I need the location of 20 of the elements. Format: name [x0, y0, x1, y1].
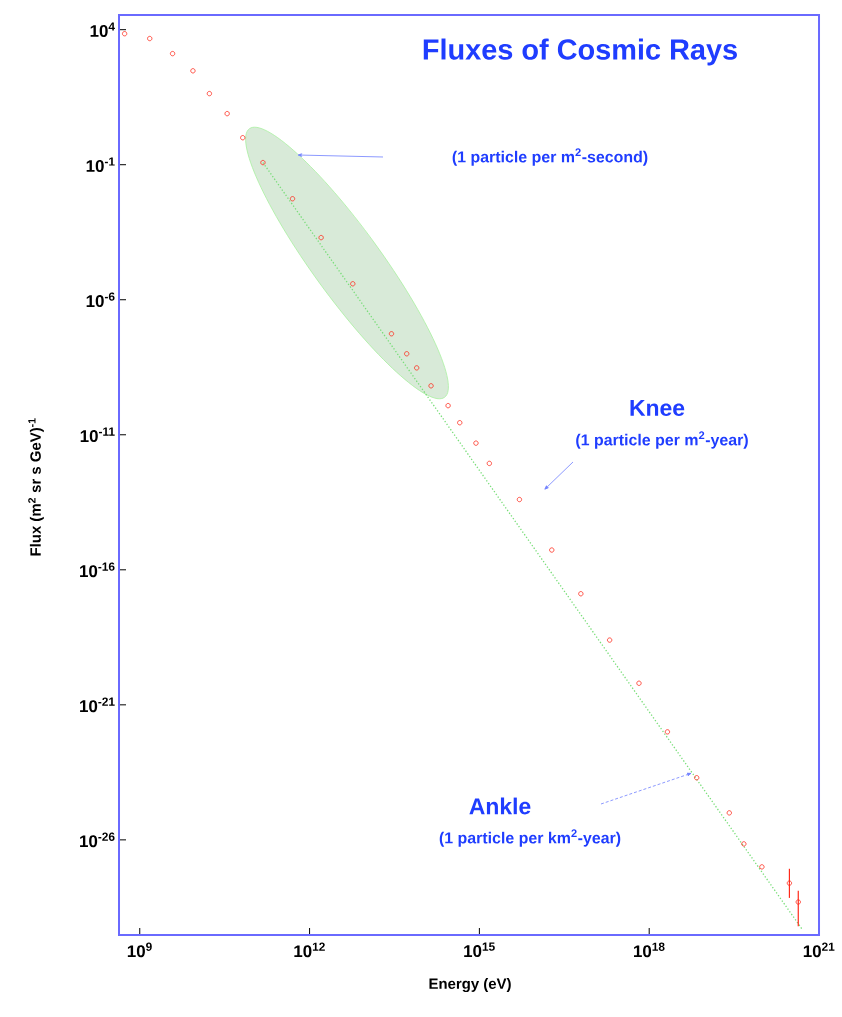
y-tick-label: 10$^{-26}$	[80, 832, 115, 848]
y-tick-label: 10$^{4}$	[90, 22, 115, 37]
annotation: Ankle	[469, 797, 531, 815]
y-tick-label: 10$^{-16}$	[80, 562, 115, 578]
x-tick-label: 10$^{9}$	[127, 942, 152, 958]
annotation: (1 particle per m$^{2}$-year)	[576, 431, 748, 449]
x-tick-label: 10$^{21}$	[803, 942, 835, 958]
annotation: (1 particle per m$^{2}$-second)	[452, 148, 648, 166]
y-tick-label: 10$^{-11}$	[80, 427, 115, 443]
x-tick-label: 10$^{18}$	[634, 942, 665, 958]
x-tick-label: 10$^{12}$	[294, 942, 325, 958]
y-tick-label: 10$^{-1}$	[86, 157, 115, 172]
x-tick-label: 10$^{15}$	[464, 942, 495, 958]
y-tick-label: 10$^{-6}$	[86, 292, 115, 308]
y-tick-label: 10$^{-21}$	[80, 697, 115, 713]
annotation: (1 particle per km$^{2}$-year)	[439, 829, 621, 847]
x-axis-title: Energy (eV)	[429, 978, 511, 992]
y-axis-title: Flux (m$^{2}$ sr s GeV)$^{-1}$	[28, 418, 44, 556]
annotation: Knee	[630, 400, 685, 416]
text: Fluxes of Cosmic Rays	[423, 38, 737, 66]
